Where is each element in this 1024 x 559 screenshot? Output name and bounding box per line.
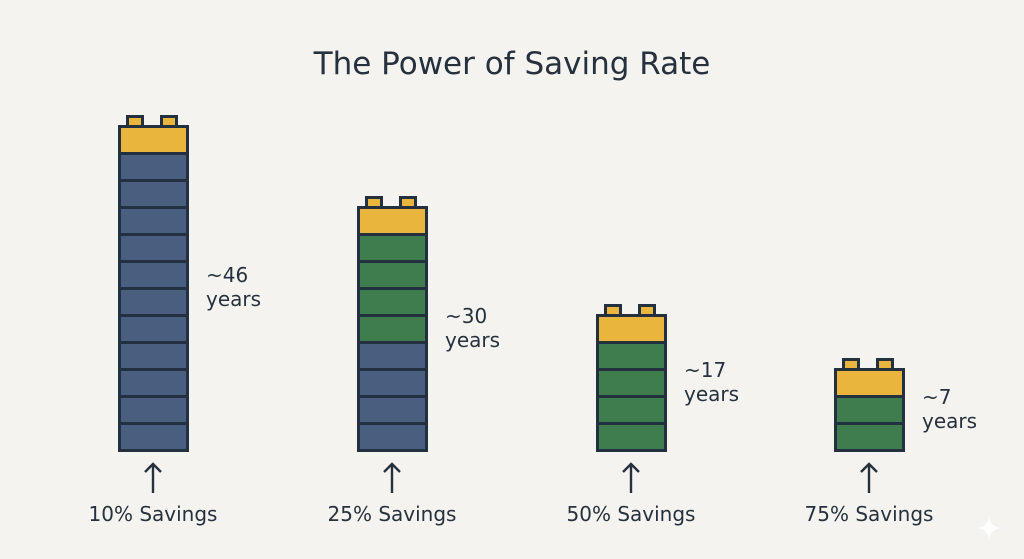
remaining-year-block [118, 287, 189, 317]
stack-cap-stud [399, 196, 417, 207]
years-unit: years [206, 287, 262, 311]
years-value: ~46 [206, 263, 249, 287]
saved-year-block [596, 341, 667, 371]
stack-cap-stud [604, 304, 622, 315]
saved-year-block [596, 422, 667, 452]
savings-rate-label: 75% Savings [804, 502, 934, 526]
saved-year-block [596, 395, 667, 425]
years-unit: years [445, 327, 501, 352]
years-value: ~17 [684, 357, 727, 382]
remaining-year-block [357, 395, 428, 425]
remaining-year-block [118, 368, 189, 398]
remaining-year-block [357, 341, 428, 371]
remaining-year-block [118, 233, 189, 263]
stack-cap-block [596, 314, 667, 344]
remaining-year-block [118, 341, 189, 371]
years-label: ~46 years [206, 263, 261, 311]
savings-rate-label: 25% Savings [327, 502, 457, 526]
years-unit: years [684, 381, 740, 406]
saved-year-block [357, 233, 428, 263]
years-label: ~17 years [684, 358, 739, 406]
saved-year-block [357, 314, 428, 344]
stack-cap-stud [126, 115, 144, 126]
years-value: ~30 [445, 303, 488, 328]
saved-year-block [834, 395, 905, 425]
stack-cap-stud [638, 304, 656, 315]
stack-cap-block [357, 206, 428, 236]
remaining-year-block [118, 152, 189, 182]
years-unit: years [922, 408, 978, 433]
page-title: The Power of Saving Rate [313, 46, 711, 82]
stack-cap-stud [876, 358, 894, 369]
years-label: ~7 years [922, 385, 977, 433]
years-label: ~30 years [445, 304, 500, 352]
sparkle-icon [976, 515, 1002, 541]
saved-year-block [834, 422, 905, 452]
saved-year-block [357, 260, 428, 290]
years-value: ~7 [922, 384, 952, 409]
savings-rate-label: 10% Savings [88, 502, 218, 526]
stack-cap-stud [160, 115, 178, 126]
remaining-year-block [118, 260, 189, 290]
stack-cap-stud [842, 358, 860, 369]
remaining-year-block [118, 179, 189, 209]
stack-cap-block [118, 125, 189, 155]
remaining-year-block [118, 422, 189, 452]
arrow-up-icon [622, 462, 640, 493]
remaining-year-block [357, 422, 428, 452]
remaining-year-block [118, 206, 189, 236]
arrow-up-icon [383, 462, 401, 493]
arrow-up-icon [144, 462, 162, 493]
stack-cap-stud [365, 196, 383, 207]
stack-cap-block [834, 368, 905, 398]
savings-rate-label: 50% Savings [566, 502, 696, 526]
arrow-up-icon [860, 462, 878, 493]
remaining-year-block [357, 368, 428, 398]
saved-year-block [357, 287, 428, 317]
remaining-year-block [118, 395, 189, 425]
remaining-year-block [118, 314, 189, 344]
saved-year-block [596, 368, 667, 398]
